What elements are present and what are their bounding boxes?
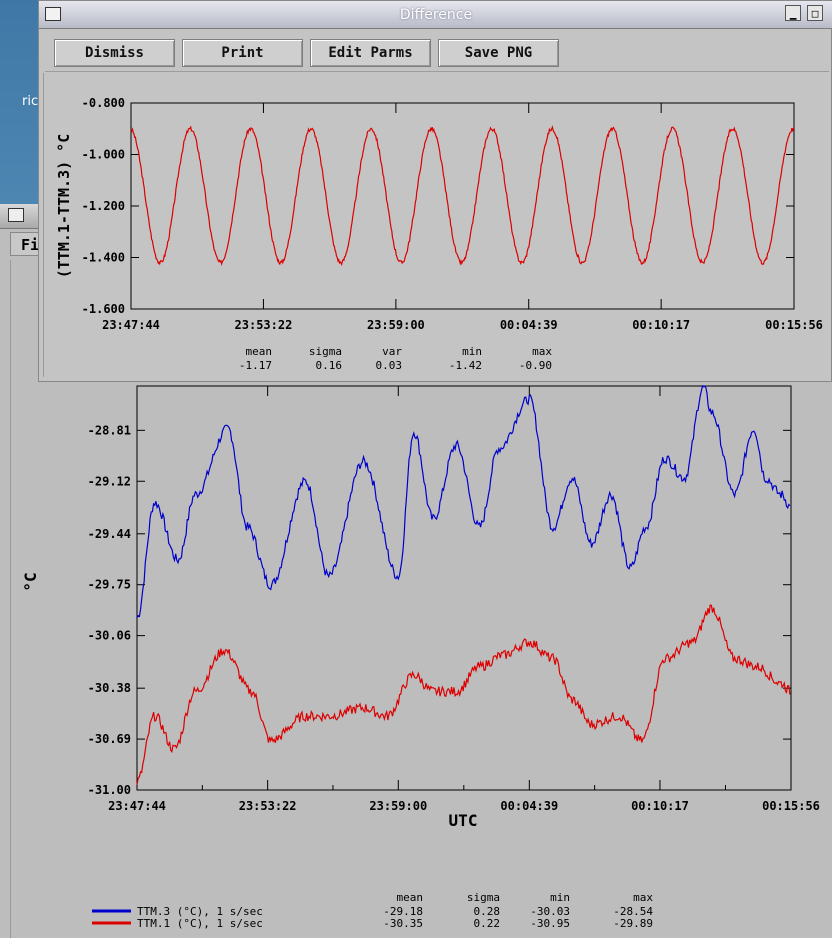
stats-value: -1.42 (449, 359, 482, 372)
y-tick-label: -1.400 (82, 251, 125, 265)
stats-header: min (550, 891, 570, 904)
stats-value: -30.35 (383, 917, 423, 930)
y-tick-label: -29.75 (88, 578, 131, 592)
stats-value: -30.03 (530, 905, 570, 918)
stats-header: sigma (309, 345, 342, 358)
y-axis-label: °C (21, 572, 40, 591)
difference-plot-area (130, 102, 795, 310)
y-tick-label: -30.06 (88, 629, 131, 643)
stats-header: max (633, 891, 653, 904)
y-tick-label: -1.000 (82, 148, 125, 162)
y-tick-label: -0.800 (82, 96, 125, 110)
difference-series-line (130, 125, 795, 267)
y-tick-label: -31.00 (88, 783, 131, 797)
x-tick-label: 23:59:00 (369, 799, 427, 813)
temperature-panel (10, 260, 832, 938)
window-menu-icon[interactable] (8, 208, 24, 222)
stats-value: -28.54 (613, 905, 653, 918)
legend-label: TTM.3 (°C), 1 s/sec (137, 905, 263, 918)
y-tick-label: -30.69 (88, 732, 131, 746)
stats-value: 0.22 (474, 917, 501, 930)
series-line (136, 604, 791, 785)
stats-value: 0.28 (474, 905, 501, 918)
edit-parms-button[interactable]: Edit Parms (310, 39, 431, 67)
window-menu-icon[interactable] (45, 7, 61, 21)
y-tick-label: -28.81 (88, 423, 131, 437)
stats-header: sigma (467, 891, 500, 904)
maximize-icon[interactable]: □ (807, 5, 823, 21)
toolbar: Dismiss Print Edit Parms Save PNG (45, 31, 829, 72)
y-tick-label: -30.38 (88, 681, 131, 695)
x-tick-label: 23:59:00 (367, 318, 425, 332)
legend-label: TTM.1 (°C), 1 s/sec (137, 917, 263, 930)
stats-header: mean (246, 345, 273, 358)
stats-header: mean (397, 891, 424, 904)
x-tick-label: 00:15:56 (765, 318, 823, 332)
y-tick-label: -1.200 (82, 199, 125, 213)
stats-header: var (382, 345, 402, 358)
stats-value: -0.90 (519, 359, 552, 372)
minimize-icon[interactable]: ▁ (785, 5, 801, 21)
x-axis-label: UTC (449, 811, 478, 830)
stats-value: -1.17 (239, 359, 272, 372)
stats-value: 0.16 (316, 359, 343, 372)
stats-header: min (462, 345, 482, 358)
difference-chart: -0.800 -1.000 -1.200 -1.400 -1.600 23:47:44 2… (55, 96, 823, 372)
x-tick-label: 00:15:56 (762, 799, 820, 813)
x-tick-label: 23:47:44 (108, 799, 166, 813)
print-button[interactable]: Print (182, 39, 303, 67)
x-tick-label: 00:04:39 (500, 799, 558, 813)
temperature-plot-area (136, 385, 792, 791)
dismiss-button[interactable]: Dismiss (54, 39, 175, 67)
y-tick-label: -29.12 (88, 474, 131, 488)
y-axis-label: (TTM.1-TTM.3) °C (55, 134, 73, 279)
stats-value: -30.95 (530, 917, 570, 930)
y-tick-label: -1.600 (82, 302, 125, 316)
x-tick-label: 00:10:17 (631, 799, 689, 813)
x-tick-label: 23:53:22 (239, 799, 297, 813)
save-png-button[interactable]: Save PNG (438, 39, 559, 67)
x-tick-label: 23:53:22 (235, 318, 293, 332)
series-line (136, 384, 791, 619)
x-tick-label: 00:04:39 (500, 318, 558, 332)
temperature-chart: -28.81 -29.12 -29.44 -29.75 -30.06 -30.38 -30.… (21, 384, 820, 930)
difference-panel (43, 73, 832, 377)
stats-header: max (532, 345, 552, 358)
stats-value: -29.89 (613, 917, 653, 930)
x-tick-label: 00:10:17 (632, 318, 690, 332)
y-tick-label: -29.44 (88, 527, 131, 541)
stats-value: -29.18 (383, 905, 423, 918)
window-title: Difference (399, 7, 473, 23)
difference-window: Difference ▁ □ Dismiss Print Edit Parms … (38, 0, 832, 382)
stats-value: 0.03 (376, 359, 403, 372)
x-tick-label: 23:47:44 (102, 318, 160, 332)
desktop-icon-label: ric (22, 94, 39, 109)
difference-window-titlebar[interactable]: Difference ▁ □ (39, 1, 832, 29)
